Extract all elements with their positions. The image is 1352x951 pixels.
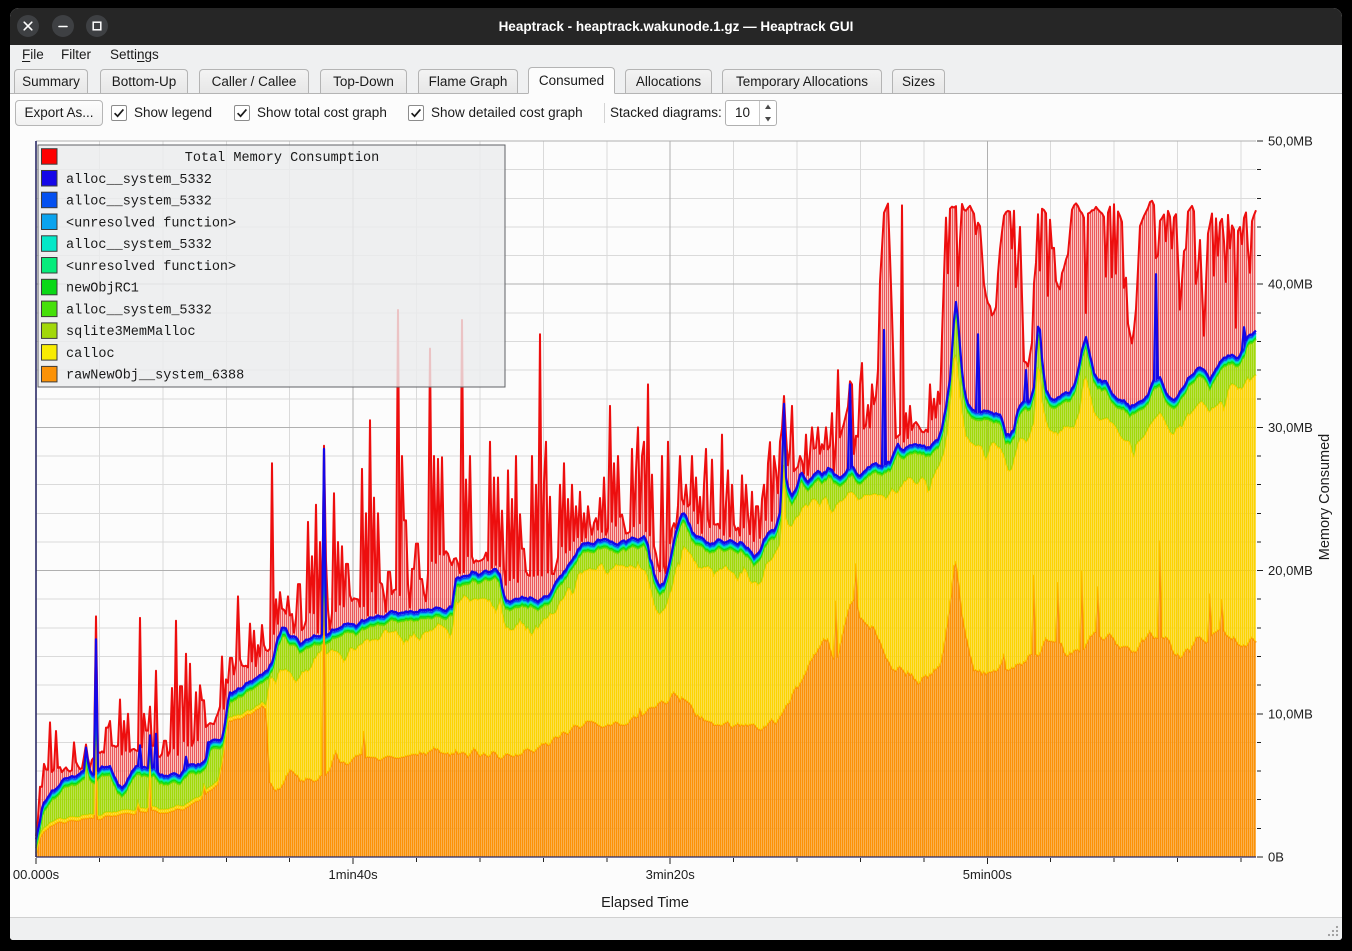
svg-text:5min00s: 5min00s [963,867,1013,882]
svg-text:newObjRC1: newObjRC1 [66,282,139,297]
svg-text:40,0MB: 40,0MB [1268,277,1313,292]
svg-text:alloc__system_5332: alloc__system_5332 [66,173,212,188]
svg-text:calloc: calloc [66,347,115,362]
svg-text:20,0MB: 20,0MB [1268,563,1313,578]
svg-text:alloc__system_5332: alloc__system_5332 [66,303,212,318]
svg-text:00.000s: 00.000s [13,867,60,882]
svg-text:rawNewObj__system_6388: rawNewObj__system_6388 [66,369,244,384]
svg-text:30,0MB: 30,0MB [1268,420,1313,435]
svg-text:Total Memory Consumption: Total Memory Consumption [185,151,379,166]
svg-text:10,0MB: 10,0MB [1268,706,1313,721]
svg-text:sqlite3MemMalloc: sqlite3MemMalloc [66,325,196,340]
svg-text:<unresolved function>: <unresolved function> [66,216,236,231]
svg-text:0B: 0B [1268,850,1284,865]
svg-text:Memory Consumed: Memory Consumed [1317,434,1333,561]
svg-text:Elapsed Time: Elapsed Time [601,895,689,911]
svg-text:<unresolved function>: <unresolved function> [66,260,236,275]
svg-text:50,0MB: 50,0MB [1268,134,1313,149]
svg-text:alloc__system_5332: alloc__system_5332 [66,238,212,253]
svg-text:1min40s: 1min40s [329,867,379,882]
svg-text:3min20s: 3min20s [646,867,696,882]
svg-text:alloc__system_5332: alloc__system_5332 [66,195,212,210]
